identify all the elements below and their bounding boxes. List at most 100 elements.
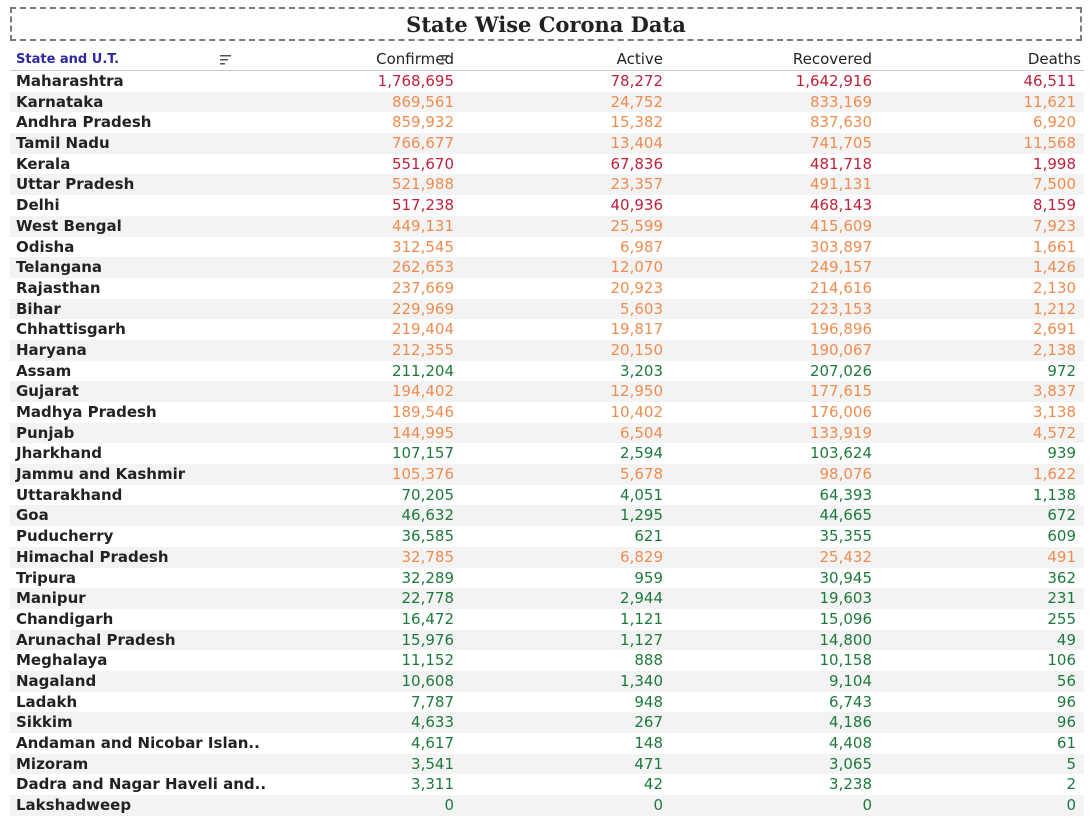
state-name: Arunachal Pradesh — [16, 630, 176, 649]
recovered-value: 15,096 — [819, 609, 873, 628]
confirmed-value: 105,376 — [391, 465, 454, 484]
active-value: 1,340 — [620, 671, 663, 690]
table-row[interactable]: Gujarat 194,402 12,950 177,615 3,837 — [10, 381, 1084, 402]
state-name: Gujarat — [16, 382, 79, 401]
confirmed-value: 212,355 — [391, 340, 454, 359]
table-row[interactable]: Sikkim 4,633 267 4,186 96 — [10, 712, 1084, 733]
table-row[interactable]: Karnataka 869,561 24,752 833,169 11,621 — [10, 91, 1084, 113]
header-confirmed[interactable]: Confirmed — [376, 50, 454, 68]
header-state[interactable]: State and U.T. — [16, 52, 120, 67]
table-row[interactable]: Uttarakhand 70,205 4,051 64,393 1,138 — [10, 485, 1084, 506]
table-row[interactable]: Bihar 229,969 5,603 223,153 1,212 — [10, 298, 1084, 320]
deaths-value: 609 — [1047, 527, 1076, 546]
table-row[interactable]: Delhi 517,238 40,936 468,143 8,159 — [10, 195, 1084, 216]
table-row[interactable]: Manipur 22,778 2,944 19,603 231 — [10, 588, 1084, 609]
deaths-value: 2 — [1066, 775, 1076, 794]
active-value: 24,752 — [610, 92, 664, 111]
active-value: 25,599 — [610, 216, 664, 235]
deaths-value: 7,500 — [1033, 175, 1076, 194]
active-value: 2,594 — [620, 444, 663, 463]
state-name: Tripura — [16, 568, 77, 587]
table-row[interactable]: Chhattisgarh 219,404 19,817 196,896 2,691 — [10, 319, 1084, 340]
recovered-value: 177,615 — [809, 382, 872, 401]
table-row[interactable]: Andhra Pradesh 859,932 15,382 837,630 6,920 — [10, 112, 1084, 133]
table-row[interactable]: Rajasthan 237,669 20,923 214,616 2,130 — [10, 278, 1084, 299]
table-row[interactable]: West Bengal 449,131 25,599 415,609 7,923 — [10, 215, 1084, 237]
table-row[interactable]: Assam 211,204 3,203 207,026 972 — [10, 361, 1084, 382]
confirmed-value: 869,561 — [391, 92, 454, 111]
state-name: Tamil Nadu — [16, 134, 110, 153]
header-active[interactable]: Active — [616, 50, 663, 68]
active-value: 148 — [634, 734, 663, 752]
table-row[interactable]: Nagaland 10,608 1,340 9,104 56 — [10, 670, 1084, 692]
table-row[interactable]: Maharashtra 1,768,695 78,272 1,642,916 46,51… — [10, 71, 1084, 92]
table-row[interactable]: Tamil Nadu 766,677 13,404 741,705 11,568 — [10, 133, 1084, 154]
confirmed-value: 3,311 — [411, 775, 454, 794]
deaths-value: 8,159 — [1033, 196, 1076, 215]
active-value: 4,051 — [620, 485, 663, 504]
table-row[interactable]: Lakshadweep 0 0 0 0 — [10, 795, 1084, 816]
deaths-value: 1,138 — [1033, 485, 1076, 504]
confirmed-value: 107,157 — [391, 444, 454, 463]
recovered-value: 491,131 — [809, 175, 872, 194]
table-row[interactable]: Puducherry 36,585 621 35,355 609 — [10, 526, 1084, 547]
active-value: 10,402 — [610, 403, 664, 421]
deaths-value: 2,130 — [1033, 278, 1076, 297]
table-row[interactable]: Tripura 32,289 959 30,945 362 — [10, 568, 1084, 589]
confirmed-value: 449,131 — [391, 216, 454, 235]
confirmed-value: 16,472 — [401, 609, 455, 628]
sort-icon[interactable] — [220, 49, 236, 70]
state-name: Ladakh — [16, 692, 78, 711]
active-value: 2,944 — [620, 589, 663, 608]
data-table: Maharashtra 1,768,695 78,272 1,642,916 46,51… — [10, 71, 1084, 816]
confirmed-value: 237,669 — [391, 278, 454, 297]
table-row[interactable]: Madhya Pradesh 189,546 10,402 176,006 3,138 — [10, 402, 1084, 423]
table-row[interactable]: Chandigarh 16,472 1,121 15,096 255 — [10, 609, 1084, 630]
deaths-value: 11,621 — [1023, 92, 1077, 111]
deaths-value: 1,998 — [1033, 154, 1076, 173]
table-row[interactable]: Jharkhand 107,157 2,594 103,624 939 — [10, 443, 1084, 464]
deaths-value: 56 — [1056, 671, 1076, 690]
table-row[interactable]: Arunachal Pradesh 15,976 1,127 14,800 49 — [10, 629, 1084, 651]
active-value: 5,678 — [620, 465, 663, 484]
confirmed-value: 15,976 — [401, 630, 455, 649]
header-deaths[interactable]: Deaths — [1027, 50, 1081, 68]
table-row[interactable]: Kerala 551,670 67,836 481,718 1,998 — [10, 154, 1084, 175]
confirmed-value: 766,677 — [391, 134, 454, 153]
table-row[interactable]: Andaman and Nicobar Islan.. 4,617 148 4,408… — [10, 733, 1084, 754]
table-row[interactable]: Himachal Pradesh 32,785 6,829 25,432 491 — [10, 546, 1084, 568]
recovered-value: 64,393 — [819, 485, 873, 504]
table-row[interactable]: Uttar Pradesh 521,988 23,357 491,131 7,500 — [10, 174, 1084, 196]
table-row[interactable]: Mizoram 3,541 471 3,065 5 — [10, 753, 1084, 775]
confirmed-value: 1,768,695 — [377, 72, 454, 90]
active-value: 0 — [653, 796, 663, 815]
table-row[interactable]: Punjab 144,995 6,504 133,919 4,572 — [10, 422, 1084, 444]
confirmed-value: 32,289 — [401, 568, 455, 587]
deaths-value: 491 — [1047, 547, 1076, 566]
state-name: West Bengal — [16, 216, 122, 235]
table-row[interactable]: Haryana 212,355 20,150 190,067 2,138 — [10, 339, 1084, 361]
active-value: 67,836 — [610, 154, 664, 173]
page-title: State Wise Corona Data — [406, 11, 686, 37]
sort-descending-icon[interactable] — [439, 49, 453, 70]
table-row[interactable]: Telangana 262,653 12,070 249,157 1,426 — [10, 257, 1084, 278]
table-row[interactable]: Dadra and Nagar Haveli and.. 3,311 42 3,238… — [10, 774, 1084, 795]
table-row[interactable]: Goa 46,632 1,295 44,665 672 — [10, 505, 1084, 527]
table-header: State and U.T. Confirmed Active Recovere… — [10, 49, 1084, 71]
table-row[interactable]: Ladakh 7,787 948 6,743 96 — [10, 692, 1084, 713]
confirmed-value: 22,778 — [401, 589, 455, 608]
table-row[interactable]: Jammu and Kashmir 105,376 5,678 98,076 1,622 — [10, 464, 1084, 485]
state-name: Manipur — [16, 589, 86, 608]
active-value: 15,382 — [610, 113, 664, 132]
state-name: Nagaland — [16, 671, 97, 690]
table-row[interactable]: Meghalaya 11,152 888 10,158 106 — [10, 650, 1084, 671]
state-name: Punjab — [16, 423, 75, 442]
state-name: Dadra and Nagar Haveli and.. — [16, 775, 267, 794]
deaths-value: 5 — [1066, 754, 1076, 773]
confirmed-value: 194,402 — [391, 382, 454, 401]
state-name: Jharkhand — [16, 444, 102, 463]
header-recovered[interactable]: Recovered — [792, 50, 872, 68]
table-row[interactable]: Odisha 312,545 6,987 303,897 1,661 — [10, 237, 1084, 258]
recovered-value: 481,718 — [809, 154, 872, 173]
state-name: Kerala — [16, 154, 71, 173]
